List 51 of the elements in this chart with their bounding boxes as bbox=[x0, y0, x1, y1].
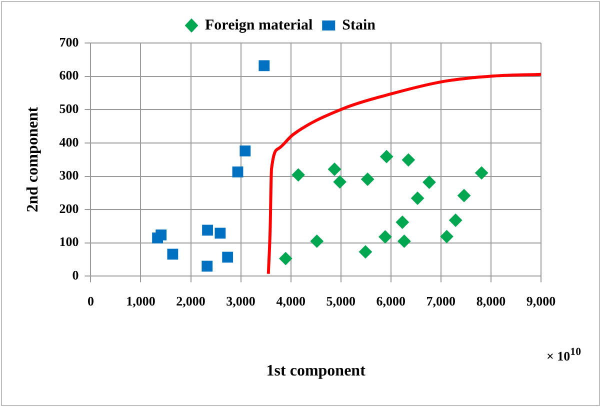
legend-label: Stain bbox=[342, 17, 376, 34]
point bbox=[152, 232, 163, 244]
x-tick-label: 2,000 bbox=[176, 293, 206, 308]
point bbox=[361, 172, 374, 186]
x-axis-title: 1st component bbox=[266, 362, 366, 380]
y-tick-label: 400 bbox=[59, 134, 79, 150]
x-tick-label: 8,000 bbox=[476, 293, 506, 308]
point bbox=[214, 228, 226, 239]
y-tick-label: 200 bbox=[59, 200, 79, 216]
point bbox=[449, 214, 462, 227]
point bbox=[333, 175, 346, 188]
y-tick-label: 500 bbox=[59, 100, 79, 116]
point bbox=[440, 230, 454, 244]
y-tick-label: 100 bbox=[59, 234, 79, 250]
y-tick-label: 600 bbox=[59, 68, 79, 83]
point bbox=[328, 162, 342, 176]
point bbox=[475, 166, 488, 180]
point bbox=[202, 260, 213, 272]
point bbox=[380, 150, 394, 164]
x-tick-label: 7,000 bbox=[426, 293, 456, 308]
y-tick-label: 700 bbox=[59, 34, 79, 50]
y-tick-label: 300 bbox=[59, 168, 79, 183]
x-tick-label: 4,000 bbox=[276, 293, 306, 308]
point bbox=[202, 224, 213, 236]
point bbox=[167, 248, 178, 260]
point bbox=[411, 192, 424, 205]
point bbox=[258, 60, 270, 72]
point bbox=[378, 230, 392, 244]
text: × 10$^{10}$ bbox=[546, 346, 581, 364]
point bbox=[222, 252, 234, 263]
line-series bbox=[266, 72, 541, 276]
point bbox=[458, 189, 471, 202]
x-tick-label: 6,000 bbox=[376, 293, 406, 308]
x-tick-label: 9,000 bbox=[526, 293, 556, 308]
y-axis-title: 2nd component bbox=[24, 106, 42, 212]
point bbox=[240, 145, 251, 156]
x-tick-label: 0 bbox=[87, 293, 94, 308]
point bbox=[292, 168, 305, 182]
x-tick-label: 5,000 bbox=[326, 293, 356, 308]
x-tick-label: 1,000 bbox=[126, 293, 156, 308]
point bbox=[396, 216, 409, 229]
point bbox=[402, 153, 415, 166]
x-tick-label: 3,000 bbox=[226, 293, 256, 308]
point bbox=[422, 176, 436, 189]
point bbox=[358, 245, 372, 258]
point bbox=[310, 234, 324, 248]
legend-label: Foreign material bbox=[205, 17, 313, 34]
y-tick-label: 0 bbox=[72, 268, 79, 283]
point bbox=[232, 166, 244, 178]
point bbox=[398, 234, 411, 248]
point bbox=[279, 252, 292, 266]
